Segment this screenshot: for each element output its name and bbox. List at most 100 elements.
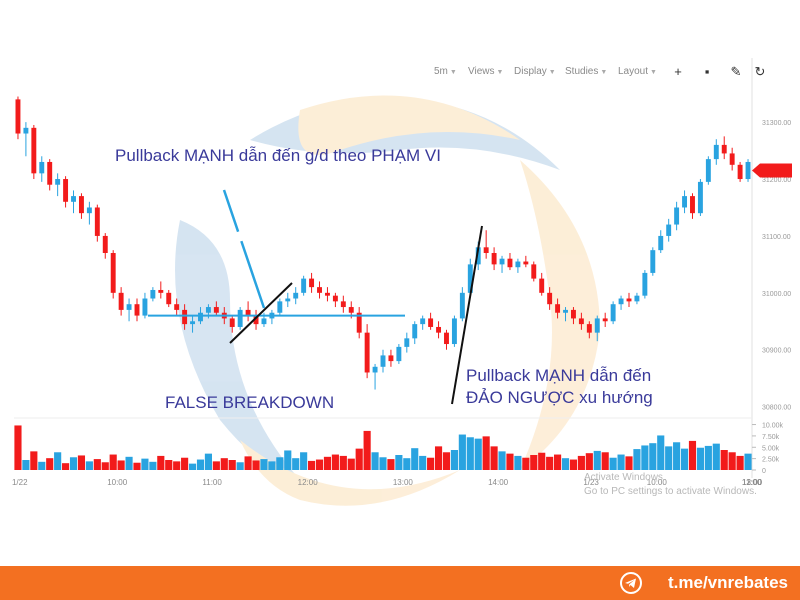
candle-body xyxy=(602,318,608,322)
layout-dropdown[interactable]: Layout ▼ xyxy=(618,66,657,77)
volume-bar xyxy=(506,453,514,470)
display-dropdown[interactable]: Display ▼ xyxy=(514,66,556,77)
volume-bar xyxy=(736,455,744,470)
candle-body xyxy=(332,295,338,302)
volume-bar xyxy=(157,455,165,470)
volume-bar xyxy=(395,455,403,470)
candle-body xyxy=(166,292,172,305)
volume-tick-label: 10.00k xyxy=(762,423,784,430)
time-tick-label: 13:00 xyxy=(393,478,414,487)
views-dropdown[interactable]: Views ▼ xyxy=(468,66,504,77)
telegram-handle[interactable]: t.me/vnrebates xyxy=(668,573,788,592)
volume-bar xyxy=(546,456,554,470)
crosshair-icon[interactable]: + xyxy=(674,64,682,79)
time-tick-label: 1/22 xyxy=(12,478,28,487)
candle-body xyxy=(134,304,140,316)
candle-body xyxy=(47,161,53,185)
volume-bar xyxy=(585,453,593,470)
candle-body xyxy=(682,196,688,208)
candle-body xyxy=(737,164,743,180)
volume-bar xyxy=(101,462,109,470)
candle-body xyxy=(205,307,211,313)
candle-body xyxy=(459,292,465,319)
candle-body xyxy=(697,181,703,214)
volume-bar xyxy=(411,448,419,470)
volume-axis: 10.00k 7.50k 5.00k 2.50k 0 xyxy=(752,423,784,475)
price-tick-label: 30900.00 xyxy=(762,348,791,355)
refresh-icon[interactable]: ↻ xyxy=(754,64,766,79)
volume-bar xyxy=(236,462,244,470)
candle-body xyxy=(658,235,664,251)
volume-bar xyxy=(371,452,379,470)
candle-body xyxy=(650,250,656,273)
studies-dropdown[interactable]: Studies ▼ xyxy=(565,66,608,77)
volume-bar xyxy=(569,459,578,470)
candle-body xyxy=(340,301,346,308)
volume-bar xyxy=(308,460,316,470)
footer-bar: t.me/vnrebates xyxy=(0,566,800,600)
price-tick-label: 31000.00 xyxy=(762,291,791,298)
volume-bar xyxy=(173,461,181,470)
candle-body xyxy=(705,159,711,182)
candle-body xyxy=(610,304,616,322)
candle-body xyxy=(150,289,156,299)
volume-bar xyxy=(434,446,443,470)
volume-bar xyxy=(696,447,704,470)
volume-bar xyxy=(252,460,260,470)
candle-body xyxy=(563,309,568,313)
volume-bar xyxy=(85,461,93,470)
volume-bar xyxy=(276,457,284,470)
candle-body xyxy=(745,161,751,180)
volume-bar xyxy=(450,450,458,470)
volume-bar xyxy=(688,440,697,470)
volume-bar xyxy=(141,458,149,470)
volume-bar xyxy=(538,452,546,470)
candle-body xyxy=(174,304,180,310)
candle-body xyxy=(555,304,561,313)
time-tick-label: 10:00 xyxy=(107,478,128,487)
candle-body xyxy=(690,196,695,214)
time-tick-label: 12:00 xyxy=(298,478,319,487)
candle-body xyxy=(253,315,259,325)
volume-bar xyxy=(204,453,212,470)
volume-bar xyxy=(482,436,490,470)
candle-body xyxy=(412,324,418,339)
candle-body xyxy=(324,292,330,296)
interval-dropdown[interactable]: 5m ▼ xyxy=(434,66,457,77)
candle-body xyxy=(491,253,497,265)
volume-bar xyxy=(419,455,427,470)
candle-body xyxy=(15,99,21,134)
volume-bar xyxy=(458,434,466,470)
candle-body xyxy=(261,318,267,325)
candle-body xyxy=(71,196,76,202)
volume-bar xyxy=(228,460,236,470)
candle-body xyxy=(110,253,116,293)
volume-bar xyxy=(165,460,173,470)
candle-body xyxy=(729,153,735,165)
candle-body xyxy=(94,207,100,236)
volume-bar xyxy=(14,425,22,470)
volume-bar xyxy=(514,455,522,470)
candle-body xyxy=(63,179,69,202)
candle-body xyxy=(190,321,196,325)
annotation-arrow-line xyxy=(222,189,266,309)
volume-bar xyxy=(657,435,665,470)
candle-body xyxy=(277,301,283,313)
time-tick-label: 11:00 xyxy=(202,478,222,487)
pencil-icon[interactable]: ✎ xyxy=(730,64,742,79)
candle-body xyxy=(380,355,386,367)
volume-bar xyxy=(609,457,617,470)
price-tick-label: 31200.00 xyxy=(762,177,791,184)
volume-bar xyxy=(522,457,530,470)
volume-bar xyxy=(244,456,252,470)
candle-body xyxy=(198,312,203,322)
candle-body xyxy=(245,309,251,316)
volume-bar xyxy=(46,458,54,470)
comment-icon[interactable]: ▪ xyxy=(704,64,710,79)
reversal-trend-line xyxy=(451,225,483,405)
candle-body xyxy=(356,312,362,333)
volume-bar xyxy=(355,448,363,470)
candle-body xyxy=(515,261,521,268)
candle-body xyxy=(39,161,45,174)
annotation-reversal-line2: ĐẢO NGƯỢC xu hướng xyxy=(466,388,653,407)
